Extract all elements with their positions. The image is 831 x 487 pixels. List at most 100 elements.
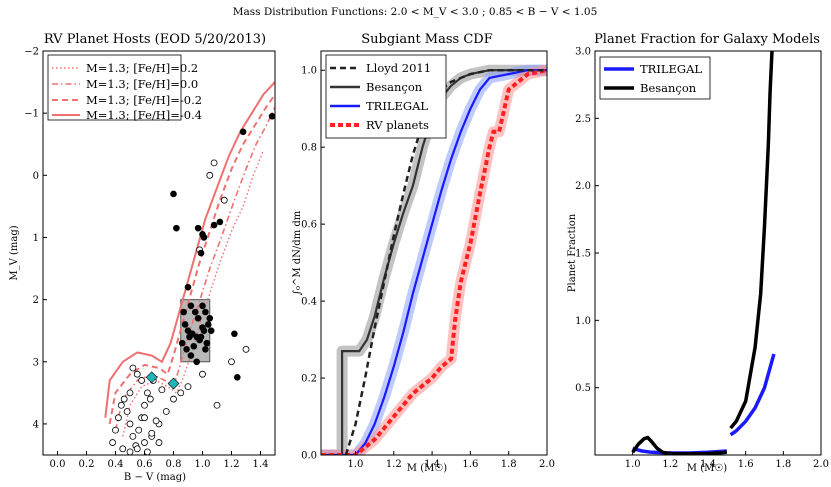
open-point (138, 377, 146, 384)
panel3-xtick-label: 1.0 (625, 459, 641, 470)
open-point (126, 389, 134, 397)
panel3-xtick-label: 1.8 (775, 459, 791, 470)
filled-point (180, 308, 187, 316)
panel2-xtick-label: 1.0 (348, 459, 364, 470)
open-point (109, 439, 116, 446)
open-point (146, 395, 154, 403)
open-point (119, 445, 127, 453)
open-point (170, 395, 177, 403)
filled-point (239, 128, 247, 136)
open-point (112, 426, 119, 434)
isochrone-track (114, 106, 275, 431)
legend-label-track-02: M=1.3; [Fe/H]=0.2 (86, 61, 198, 75)
open-point (129, 364, 137, 372)
filled-point (205, 321, 212, 328)
series-trilegal (729, 353, 776, 437)
panel3-ytick-label: 0.5 (575, 383, 591, 394)
panel3-ytick-label: 2.5 (575, 114, 591, 125)
isochrone-track (122, 150, 265, 437)
panel2-xtick-label: 1.4 (424, 459, 440, 470)
filled-point (178, 339, 186, 347)
filled-point (186, 333, 193, 341)
panel3-xtick-label: 1.6 (738, 459, 754, 470)
legend-label-rv: RV planets (366, 118, 429, 132)
isochrone-track (104, 81, 275, 418)
legend-label-track-m04: M=1.3; [Fe/H]=-0.4 (86, 108, 202, 122)
legend-label-trilegal: TRILEGAL (366, 99, 428, 113)
open-point (184, 383, 192, 391)
panel3-legend: TRILEGAL Besançon (599, 56, 711, 100)
panel2-xlabel: M (M☉) (407, 463, 448, 474)
legend-label-track-m02: M=1.3; [Fe/H]=-0.2 (86, 93, 202, 107)
panel2-xtick-label: 1.2 (386, 459, 402, 470)
panel3-title: Planet Fraction for Galaxy Models (594, 32, 820, 47)
panel1-ytick-label: 4 (33, 419, 39, 430)
panel2-legend: Lloyd 2011 Besançon TRILEGAL RV planets (325, 54, 447, 139)
panel1-legend: M=1.3; [Fe/H]=0.2 M=1.3; [Fe/H]=0.0 M=1.… (47, 54, 202, 122)
open-point (206, 171, 214, 179)
filled-point (206, 314, 214, 322)
series-trilegal (321, 69, 547, 455)
panel1-xtick-label: 1.0 (195, 459, 211, 470)
open-point (115, 414, 122, 422)
filled-point (191, 308, 199, 316)
open-point (141, 439, 148, 446)
highlight-diamond (167, 377, 180, 390)
filled-point (194, 224, 202, 232)
filled-point (207, 327, 215, 334)
panel3-ytick-label: 2.0 (575, 181, 591, 192)
panel2-ylabel: ∫₀^M dN/dm dm (292, 210, 303, 295)
panel1-ytick-label: −1 (24, 109, 39, 120)
panel1-xlabel: B − V (mag) (124, 472, 186, 483)
filled-point (197, 249, 205, 257)
panel1-xtick-label: 0.8 (166, 459, 182, 470)
filled-point (268, 112, 275, 120)
panel2-ytick-label: 0.0 (301, 451, 317, 462)
series-besanon (631, 435, 727, 455)
panel2-frame (320, 50, 548, 456)
filled-point (194, 314, 202, 322)
open-point (162, 408, 170, 415)
open-point (155, 439, 163, 446)
filled-point (210, 221, 218, 229)
highlight-diamond (145, 371, 158, 384)
series-besanon (729, 51, 774, 430)
panel1-xtick-label: 1.2 (224, 459, 240, 470)
open-point (242, 345, 250, 353)
panel3-xtick-label: 1.2 (662, 459, 678, 470)
series-lloyd (344, 68, 547, 455)
open-point (133, 445, 141, 453)
open-point (135, 426, 143, 434)
panel-planet-fraction: Planet Fraction for Galaxy Models M (M☉)… (567, 32, 829, 474)
panel2-ytick-label: 0.4 (301, 297, 317, 308)
filled-point (173, 224, 180, 232)
panel3-ytick-label: 3.0 (575, 47, 591, 58)
filled-point (187, 302, 195, 310)
open-point (129, 432, 137, 440)
open-point (177, 389, 185, 397)
panel1-xtick-label: 0.6 (137, 459, 153, 470)
panel3-xlabel: M (M☉) (687, 463, 728, 474)
panel1-legend-box (47, 54, 182, 121)
panel3-ytick-label: 1.5 (575, 249, 591, 260)
panel2-xtick-label: 1.6 (462, 459, 478, 470)
open-point (210, 159, 218, 167)
filled-point (199, 302, 206, 310)
legend-label-lloyd: Lloyd 2011 (366, 61, 431, 75)
open-point (141, 401, 148, 409)
panel-rv-hosts: RV Planet Hosts (EOD 5/20/2013) B − V (m… (9, 32, 276, 483)
filled-point (199, 231, 206, 238)
filled-point (170, 190, 177, 198)
figure-title: Mass Distribution Functions: 2.0 < M_V <… (233, 6, 598, 18)
panel3-ylabel: Planet Fraction (567, 213, 578, 292)
panel1-xtick-label: 0.0 (50, 459, 66, 470)
panel-subgiant-cdf: Subgiant Mass CDF M (M☉) ∫₀^M dN/dm dm 1… (292, 32, 555, 474)
open-point (199, 370, 206, 378)
panel1-ylabel: M_V (mag) (9, 225, 20, 280)
filled-point (181, 321, 189, 328)
filled-point (184, 283, 192, 291)
filled-point (202, 308, 209, 316)
filled-point (234, 374, 241, 381)
open-point (220, 196, 228, 204)
